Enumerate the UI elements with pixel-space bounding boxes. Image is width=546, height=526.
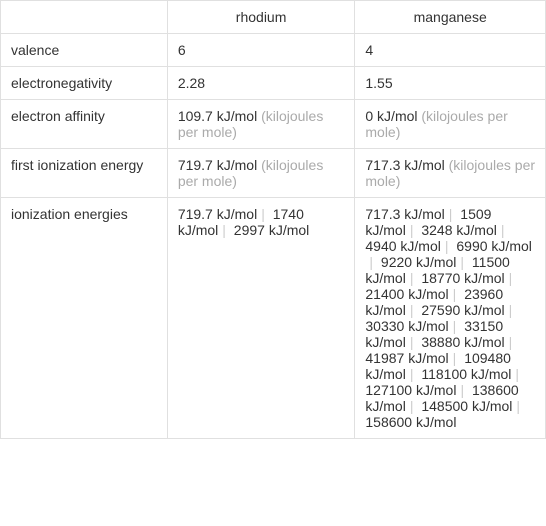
corner-cell bbox=[1, 1, 168, 34]
list-separator: | bbox=[501, 222, 505, 238]
energy-value: 719.7 kJ/mol bbox=[178, 206, 257, 222]
electronegativity-manganese: 1.55 bbox=[355, 67, 546, 100]
energy-value: 118100 kJ/mol bbox=[421, 366, 511, 382]
list-separator: | bbox=[445, 238, 449, 254]
table-row: electron affinity 109.7 kJ/mol (kilojoul… bbox=[1, 100, 546, 149]
energy-value: 18770 kJ/mol bbox=[421, 270, 504, 286]
column-header-manganese: manganese bbox=[355, 1, 546, 34]
energy-value: 717.3 kJ/mol bbox=[365, 206, 444, 222]
list-separator: | bbox=[460, 382, 464, 398]
list-separator: | bbox=[410, 398, 414, 414]
first-ionization-manganese: 717.3 kJ/mol (kilojoules per mole) bbox=[355, 149, 546, 198]
table-row: first ionization energy 719.7 kJ/mol (ki… bbox=[1, 149, 546, 198]
electron-affinity-rhodium: 109.7 kJ/mol (kilojoules per mole) bbox=[167, 100, 355, 149]
energy-value: 158600 kJ/mol bbox=[365, 414, 456, 430]
energy-value: 127100 kJ/mol bbox=[365, 382, 456, 398]
energy-value: 3248 kJ/mol bbox=[421, 222, 496, 238]
energy-value: 2997 kJ/mol bbox=[234, 222, 309, 238]
list-separator: | bbox=[509, 270, 513, 286]
energy-value: 30330 kJ/mol bbox=[365, 318, 448, 334]
list-separator: | bbox=[261, 206, 265, 222]
list-separator: | bbox=[453, 286, 457, 302]
list-separator: | bbox=[516, 398, 520, 414]
value-text: 717.3 kJ/mol bbox=[365, 157, 444, 173]
table-row: valence 6 4 bbox=[1, 34, 546, 67]
energy-value: 6990 kJ/mol bbox=[456, 238, 531, 254]
list-separator: | bbox=[453, 350, 457, 366]
column-header-rhodium: rhodium bbox=[167, 1, 355, 34]
energy-value: 38880 kJ/mol bbox=[421, 334, 504, 350]
energy-value: 21400 kJ/mol bbox=[365, 286, 448, 302]
list-separator: | bbox=[222, 222, 226, 238]
energy-value: 148500 kJ/mol bbox=[421, 398, 512, 414]
list-separator: | bbox=[410, 222, 414, 238]
list-separator: | bbox=[410, 270, 414, 286]
list-separator: | bbox=[449, 206, 453, 222]
first-ionization-rhodium: 719.7 kJ/mol (kilojoules per mole) bbox=[167, 149, 355, 198]
list-separator: | bbox=[515, 366, 519, 382]
table-row: ionization energies 719.7 kJ/mol| 1740 k… bbox=[1, 198, 546, 439]
row-label-valence: valence bbox=[1, 34, 168, 67]
electronegativity-rhodium: 2.28 bbox=[167, 67, 355, 100]
row-label-electron-affinity: electron affinity bbox=[1, 100, 168, 149]
value-text: 719.7 kJ/mol bbox=[178, 157, 257, 173]
element-properties-table: rhodium manganese valence 6 4 electroneg… bbox=[0, 0, 546, 439]
list-separator: | bbox=[460, 254, 464, 270]
energy-value: 4940 kJ/mol bbox=[365, 238, 440, 254]
electron-affinity-manganese: 0 kJ/mol (kilojoules per mole) bbox=[355, 100, 546, 149]
list-separator: | bbox=[410, 334, 414, 350]
row-label-first-ionization: first ionization energy bbox=[1, 149, 168, 198]
list-separator: | bbox=[410, 302, 414, 318]
table-header-row: rhodium manganese bbox=[1, 1, 546, 34]
valence-manganese: 4 bbox=[355, 34, 546, 67]
list-separator: | bbox=[369, 254, 373, 270]
row-label-electronegativity: electronegativity bbox=[1, 67, 168, 100]
ionization-energies-rhodium: 719.7 kJ/mol| 1740 kJ/mol| 2997 kJ/mol bbox=[167, 198, 355, 439]
value-text: 0 kJ/mol bbox=[365, 108, 417, 124]
energy-value: 41987 kJ/mol bbox=[365, 350, 448, 366]
list-separator: | bbox=[410, 366, 414, 382]
value-text: 109.7 kJ/mol bbox=[178, 108, 257, 124]
list-separator: | bbox=[509, 334, 513, 350]
valence-rhodium: 6 bbox=[167, 34, 355, 67]
list-separator: | bbox=[453, 318, 457, 334]
row-label-ionization-energies: ionization energies bbox=[1, 198, 168, 439]
energy-value: 9220 kJ/mol bbox=[381, 254, 456, 270]
energy-value: 27590 kJ/mol bbox=[421, 302, 504, 318]
list-separator: | bbox=[509, 302, 513, 318]
table-row: electronegativity 2.28 1.55 bbox=[1, 67, 546, 100]
ionization-energies-manganese: 717.3 kJ/mol| 1509 kJ/mol| 3248 kJ/mol| … bbox=[355, 198, 546, 439]
